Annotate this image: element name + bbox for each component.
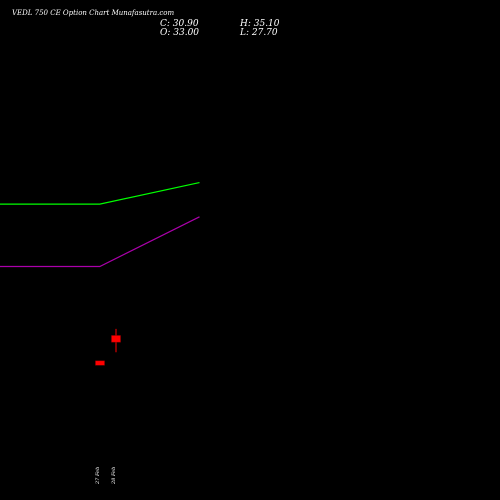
open-value: O: 33.00 — [160, 28, 200, 38]
chart-title: VEDL 750 CE Option Chart Munafasutra.com — [12, 9, 175, 17]
high-value: H: 35.10 — [240, 19, 280, 29]
candle-body — [95, 360, 105, 366]
candle-body — [111, 335, 121, 343]
indicator-line-2 — [0, 216, 200, 268]
close-value: C: 30.90 — [160, 19, 199, 29]
indicator-line-1 — [0, 182, 200, 205]
low-value: L: 27.70 — [240, 28, 278, 38]
x-tick-label: 28 Feb — [111, 467, 117, 485]
x-tick-label: 27 Feb — [95, 467, 101, 485]
